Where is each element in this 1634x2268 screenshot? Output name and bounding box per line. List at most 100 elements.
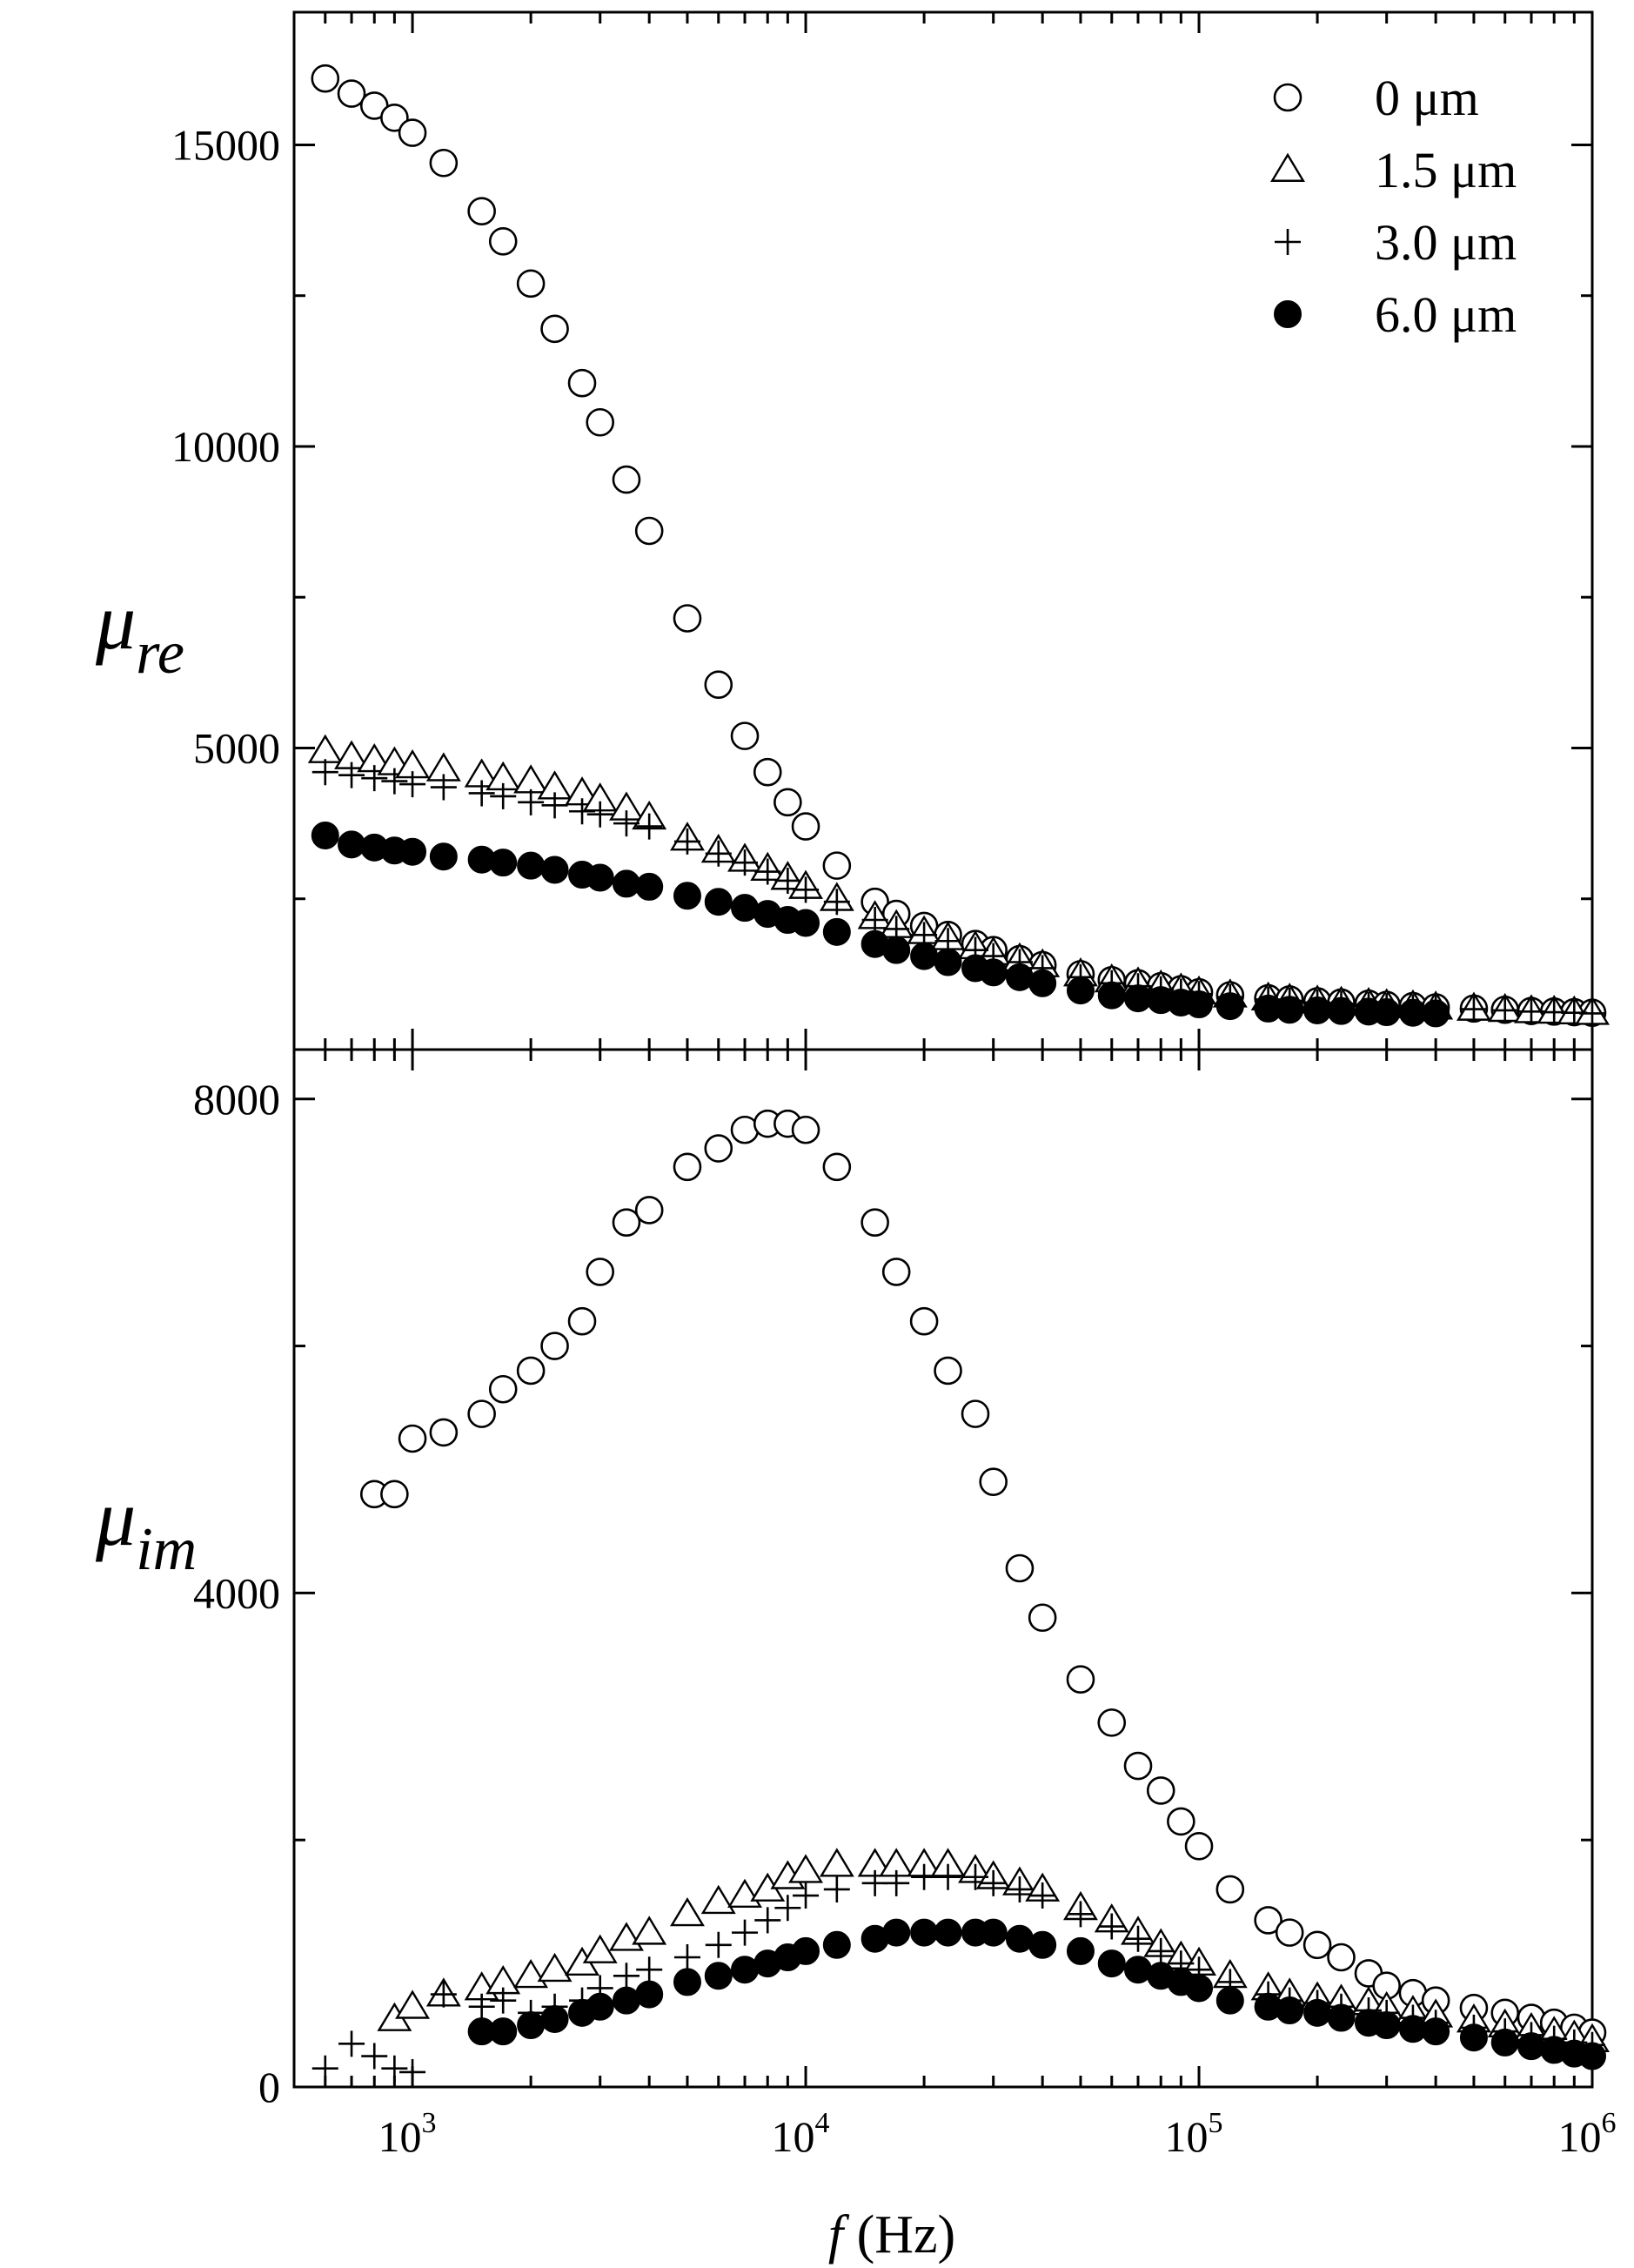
- top-series-0-point-5: [429, 148, 459, 178]
- legend-label-3: 6.0 μm: [1375, 286, 1517, 343]
- legend-marker-0: [1273, 83, 1303, 112]
- top-series-2-point-0-shape: [311, 759, 338, 786]
- bottom-series-0-point-19-shape: [861, 1208, 889, 1237]
- bottom-series-3-point-39-shape: [1490, 2028, 1519, 2057]
- bottom-series-2-point-26: [980, 1869, 1007, 1896]
- bottom-series-0-point-9: [586, 1258, 615, 1286]
- x-tick-label-0-base: 10: [378, 2112, 422, 2161]
- top-series-0-point-13: [634, 516, 664, 546]
- top-series-2-point-16: [732, 849, 759, 876]
- top-series-3-point-8-shape: [517, 851, 546, 880]
- top-y-tick-label-1: 10000: [171, 422, 280, 471]
- top-series-3-point-39-shape: [1327, 996, 1356, 1025]
- bottom-series-3-point-1-shape: [489, 2017, 518, 2046]
- top-series-2-point-4-shape: [399, 771, 426, 798]
- top-series-3-point-35: [1215, 992, 1244, 1021]
- bottom-series-3-point-22: [1028, 1930, 1057, 1959]
- bottom-series-0-point-27-shape: [1066, 1665, 1095, 1694]
- top-series-0-point-9-shape: [540, 314, 569, 344]
- top-series-0-point-8-shape: [516, 269, 546, 299]
- bottom-series-0-point-22: [934, 1356, 962, 1386]
- bottom-series-0-point-31: [1167, 1807, 1195, 1836]
- bottom-series-2-point-25: [962, 1863, 989, 1890]
- top-series-2-point-21-shape: [861, 907, 888, 933]
- bottom-series-2-point-30-shape: [1098, 1913, 1125, 1940]
- top-series-2-point-15-shape: [705, 840, 732, 867]
- top-series-2-point-18-shape: [774, 867, 801, 894]
- bottom-series-3-point-23-shape: [1066, 1936, 1095, 1965]
- top-series-2-point-49: [1579, 1000, 1605, 1027]
- top-series-2-point-15: [705, 840, 732, 867]
- top-series-3-point-15-shape: [704, 888, 733, 916]
- bottom-series-3-point-29: [1215, 1986, 1244, 2015]
- top-series-3-point-11-shape: [586, 863, 614, 892]
- bottom-series-0-point-32-shape: [1184, 1831, 1214, 1861]
- bottom-series-3-point-31: [1276, 1996, 1304, 2025]
- top-series-3-point-0-shape: [311, 821, 339, 849]
- top-series-0-point-16-shape: [730, 721, 760, 750]
- bottom-series-2-point-32-shape: [1148, 1937, 1175, 1964]
- bottom-series-1-point-17-shape: [819, 1848, 854, 1877]
- bottom-series-3-point-24-shape: [1097, 1949, 1126, 1978]
- bottom-series-2-point-0-shape: [311, 2055, 338, 2082]
- bottom-series-0-point-34: [1254, 1906, 1282, 1935]
- top-series-3: [311, 821, 1450, 1028]
- bottom-series-0-point-5: [488, 1374, 518, 1404]
- bottom-y-tick-label-2: 8000: [193, 1075, 280, 1124]
- top-series-3-point-30-shape: [1097, 981, 1126, 1010]
- bottom-series-3-point-14-shape: [822, 1930, 851, 1959]
- bottom-series-2-point-15-shape: [705, 1931, 732, 1958]
- bottom-series-0-point-3-shape: [429, 1418, 459, 1447]
- bottom-series-2-point-2: [361, 2043, 388, 2070]
- top-series-3-point-37-shape: [1276, 996, 1304, 1024]
- top-series-3-point-0: [311, 821, 339, 849]
- top-series-2-point-13: [636, 813, 663, 840]
- top-series-3-point-14-shape: [673, 882, 701, 910]
- bottom-series-2-point-32: [1148, 1937, 1175, 1964]
- top-series-0-point-20-shape: [822, 851, 852, 880]
- bottom-series-0-point-36-shape: [1303, 1930, 1332, 1960]
- bottom-series-3-point-20-shape: [979, 1918, 1008, 1947]
- bottom-series-2-point-31: [1125, 1925, 1152, 1952]
- bottom-series-2-point-15: [705, 1931, 732, 1958]
- top-series-0-point-6: [467, 197, 496, 225]
- bottom-series-0-point-28: [1097, 1708, 1127, 1737]
- bottom-series-0-point-26-shape: [1028, 1603, 1057, 1633]
- bottom-series-2-point-13: [636, 1956, 663, 1983]
- bottom-series-3-point-22-shape: [1028, 1930, 1057, 1959]
- bottom-series-0-point-1-shape: [380, 1480, 409, 1509]
- bottom-series-2-point-20-shape: [823, 1875, 850, 1902]
- x-tick-label-3-base: 10: [1558, 2112, 1602, 2161]
- top-series-2-point-5: [430, 774, 457, 801]
- top-series-2-point-1: [338, 762, 365, 788]
- bottom-series-3-point-38: [1459, 2023, 1488, 2052]
- bottom-series-2-point-2-shape: [361, 2043, 388, 2070]
- bottom-series-2-point-14: [673, 1944, 700, 1970]
- bottom-series-0-point-33: [1215, 1875, 1245, 1904]
- bottom-series-1-point-10-shape: [632, 1916, 667, 1945]
- top-series-2-point-7-shape: [490, 782, 517, 809]
- bottom-series-2-point-18: [774, 1895, 801, 1922]
- bottom-series-3-point-35: [1372, 2011, 1401, 2040]
- bottom-series-0-point-11-shape: [634, 1196, 664, 1225]
- bottom-series-1-point-8: [582, 1934, 618, 1963]
- x-tick-label-2: 105: [1165, 2107, 1223, 2161]
- bottom-y-tick-label-1: 4000: [193, 1568, 280, 1617]
- top-series-2-point-10: [569, 798, 596, 825]
- bottom-series-3-point-9: [704, 1962, 733, 1990]
- bottom-series-0-point-25-shape: [1005, 1553, 1035, 1583]
- bottom-series-3-point-43: [1578, 2042, 1606, 2070]
- x-tick-label-2-base: 10: [1165, 2112, 1209, 2161]
- top-series-3-point-28: [1028, 969, 1057, 997]
- top-series-2-point-6-shape: [468, 780, 495, 807]
- top-series-2-point-49-shape: [1579, 1000, 1605, 1027]
- bottom-series-2-point-25-shape: [962, 1863, 989, 1890]
- top-series-2-point-9-shape: [541, 792, 568, 819]
- bottom-series-0-point-33-shape: [1215, 1875, 1245, 1904]
- bottom-series-0-point-8-shape: [567, 1306, 597, 1336]
- x-tick-label-3: 106: [1558, 2107, 1617, 2161]
- bottom-series-0-point-17-shape: [791, 1115, 820, 1144]
